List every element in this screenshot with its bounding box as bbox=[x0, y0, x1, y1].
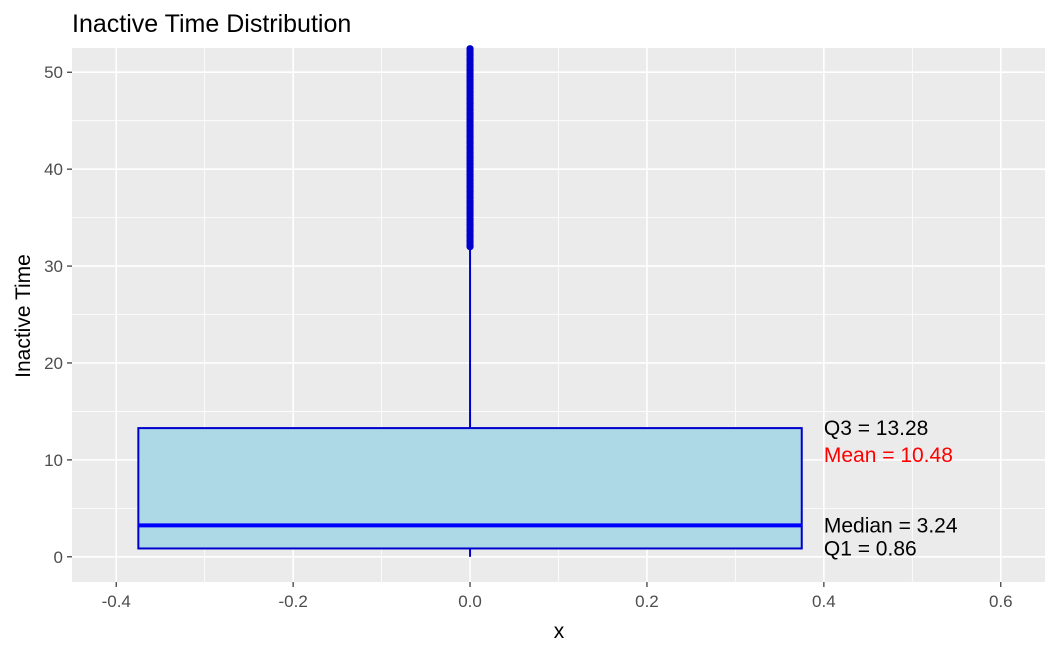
x-tick-label: 0.0 bbox=[458, 592, 482, 611]
y-tick-label: 10 bbox=[44, 451, 63, 470]
x-tick-label: -0.2 bbox=[278, 592, 307, 611]
y-tick-label: 20 bbox=[44, 354, 63, 373]
chart-title: Inactive Time Distribution bbox=[72, 10, 351, 38]
x-tick-label: 0.6 bbox=[989, 592, 1013, 611]
annotation-label: Median = 3.24 bbox=[824, 514, 958, 537]
boxplot-marks bbox=[137, 45, 803, 557]
outlier-point bbox=[466, 45, 474, 53]
annotation-label: Mean = 10.48 bbox=[824, 444, 953, 467]
y-tick-label: 50 bbox=[44, 63, 63, 82]
y-tick-label: 0 bbox=[54, 548, 63, 567]
y-tick-label: 40 bbox=[44, 160, 63, 179]
annotation-label: Q1 = 0.86 bbox=[824, 537, 917, 560]
outlier-points bbox=[466, 45, 474, 251]
y-tick-label: 30 bbox=[44, 257, 63, 276]
x-axis-title: x bbox=[554, 620, 565, 643]
annotation-label: Q3 = 13.28 bbox=[824, 417, 929, 440]
y-axis-title: Inactive Time bbox=[12, 254, 35, 378]
y-axis: 0 10 20 30 40 50 bbox=[44, 63, 72, 567]
x-axis: -0.4 -0.2 0.0 0.2 0.4 0.6 bbox=[102, 582, 1013, 611]
iqr-box bbox=[137, 427, 803, 550]
x-tick-label: 0.2 bbox=[635, 592, 659, 611]
x-tick-label: -0.4 bbox=[102, 592, 131, 611]
x-tick-label: 0.4 bbox=[812, 592, 836, 611]
